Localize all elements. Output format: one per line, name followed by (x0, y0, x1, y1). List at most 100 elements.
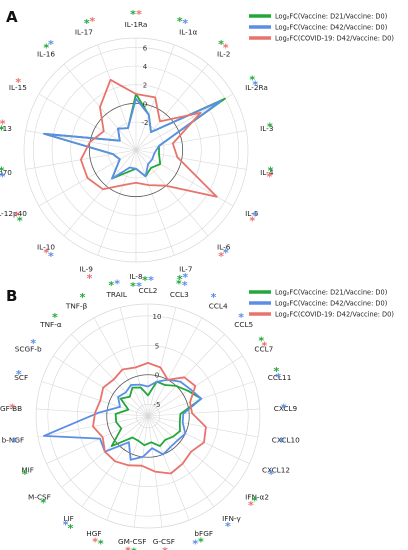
spoke (147, 334, 225, 417)
significance-star: * (182, 279, 188, 292)
significance-star: * (267, 171, 273, 184)
category-label: LIF (63, 514, 73, 523)
grid-ring (47, 315, 249, 517)
category-label: HGF (86, 529, 101, 538)
spoke (147, 415, 215, 507)
significance-star: * (125, 545, 131, 550)
spoke (133, 415, 149, 528)
category-label: IL-5 (245, 209, 258, 218)
significance-star: * (48, 250, 54, 263)
significance-star: * (268, 468, 274, 481)
spoke (53, 355, 149, 417)
spoke (147, 317, 203, 417)
significance-star: * (275, 371, 281, 384)
series-vac_d21 (110, 380, 203, 448)
category-label: IFN-α2 (245, 492, 269, 501)
grid-ring (107, 121, 165, 179)
significance-star: * (218, 250, 224, 263)
significance-star: * (84, 17, 90, 30)
significance-star: * (279, 436, 285, 449)
significance-star: * (267, 120, 273, 133)
outer-ring (23, 37, 249, 263)
grid-ring (76, 344, 220, 488)
legend-label-vac_d42: Log₂FC(Vaccine: D42/Vaccine: D0) (275, 300, 387, 308)
significance-star: * (15, 76, 21, 89)
category-label: TNF-β (65, 302, 88, 311)
significance-star: * (114, 278, 120, 291)
significance-star: * (63, 518, 69, 531)
legend-label-vac_d42: Log₂FC(Vaccine: D42/Vaccine: D0) (275, 24, 387, 32)
significance-star: * (12, 436, 18, 449)
legend-label-covid_d42: Log₂FC(COVID-19: D42/Vaccine: D0) (275, 35, 394, 43)
significance-star: * (211, 291, 217, 304)
significance-star: * (162, 545, 168, 550)
legend-label-vac_d21: Log₂FC(Vaccine: D21/Vaccine: D0) (275, 13, 387, 21)
category-label: CXCL9 (274, 404, 298, 413)
significance-star: * (248, 499, 254, 512)
significance-star: * (274, 365, 280, 378)
significance-star: * (68, 522, 74, 535)
category-label: IL-13 (0, 124, 12, 133)
significance-star: * (30, 337, 36, 350)
spoke (135, 130, 247, 151)
significance-star: * (218, 38, 224, 51)
grid-ring (33, 47, 239, 253)
significance-star: * (43, 42, 49, 55)
tick-label: -5 (154, 401, 161, 409)
significance-star: * (262, 340, 268, 353)
significance-star: * (281, 402, 287, 415)
category-label: IL-12p70 (0, 168, 12, 177)
grid-ring (135, 403, 161, 429)
spoke (63, 149, 137, 236)
significance-star: * (22, 468, 28, 481)
category-label: bFGF (194, 529, 213, 538)
category-label: CXCL10 (272, 436, 300, 445)
category-label: CCL4 (209, 302, 228, 311)
significance-star: * (0, 171, 6, 184)
category-label: CXCL12 (262, 466, 290, 475)
spoke (147, 415, 259, 438)
tick-label: -2 (142, 119, 149, 127)
significance-star: * (252, 494, 258, 507)
series-vac_d42 (42, 378, 203, 461)
significance-star: * (40, 497, 46, 510)
significance-star: * (92, 535, 98, 548)
category-label: IL-10 (37, 243, 55, 252)
significance-star: * (17, 215, 23, 228)
category-label: CCL7 (254, 345, 273, 354)
significance-star: * (136, 280, 142, 293)
category-label: MIF (21, 466, 34, 475)
spoke (135, 149, 175, 256)
significance-star: * (192, 538, 198, 550)
category-label: IFN-γ (222, 514, 241, 523)
tick-label: 2 (143, 82, 147, 90)
spoke (41, 381, 149, 417)
series-covid_d42 (92, 361, 207, 475)
spoke (36, 408, 149, 417)
significance-star: * (142, 274, 148, 287)
grid-ring (51, 65, 221, 235)
category-label: IL-1Ra (125, 20, 148, 29)
grid-ring (70, 84, 202, 216)
spoke (135, 64, 209, 151)
significance-star: * (268, 165, 274, 178)
tick-label: 4 (143, 63, 148, 71)
significance-star: * (87, 272, 93, 285)
significance-star: * (80, 291, 86, 304)
category-label: CCL11 (268, 373, 292, 382)
significance-star: * (130, 280, 136, 293)
panel-b-letter: B (6, 287, 17, 305)
series-covid_d42 (80, 78, 218, 198)
tick-label: 5 (155, 342, 159, 350)
spoke (147, 415, 190, 521)
significance-star: * (198, 535, 204, 548)
tick-label: 10 (153, 313, 162, 321)
series-vac_d42 (43, 97, 222, 180)
spoke (147, 408, 260, 417)
category-label: TNF-α (39, 320, 62, 329)
significance-star: * (48, 38, 54, 51)
spoke (147, 307, 177, 417)
